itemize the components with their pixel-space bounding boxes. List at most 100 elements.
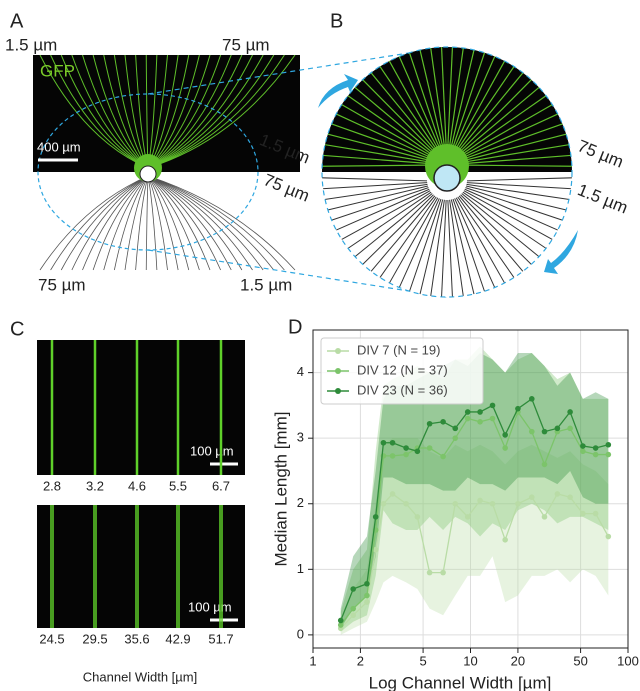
zoom-line: [147, 249, 448, 298]
data-point: [605, 441, 612, 448]
data-point: [477, 418, 483, 425]
data-point: [440, 569, 446, 576]
channel: [331, 188, 430, 233]
data-point: [580, 443, 586, 449]
data-point: [380, 500, 387, 507]
data-point: [426, 445, 433, 451]
channel-width: 2.8: [43, 478, 61, 493]
data-point: [440, 418, 446, 425]
channel: [337, 190, 431, 243]
data-point: [372, 514, 379, 520]
panel-c-top-image: [37, 340, 245, 475]
channel: [103, 175, 149, 271]
y-axis-label: Median Length [mm]: [271, 412, 290, 567]
data-point: [464, 409, 471, 415]
channel: [322, 183, 428, 201]
x-tick-label: 50: [573, 653, 587, 668]
data-point: [389, 491, 396, 497]
channel: [113, 175, 149, 271]
channel: [147, 175, 200, 271]
channel: [322, 182, 428, 190]
width-label: 1.5 µm: [5, 35, 57, 54]
channel: [450, 199, 476, 297]
channel: [464, 188, 563, 233]
y-tick-label: 0: [297, 626, 304, 641]
channel: [464, 111, 563, 158]
channel: [82, 175, 149, 271]
data-point: [389, 453, 396, 459]
data-point: [528, 396, 535, 402]
channel: [337, 101, 431, 156]
channel-width: 5.5: [169, 478, 187, 493]
data-point: [337, 622, 344, 628]
legend-label: DIV 12 (N = 37): [357, 362, 448, 377]
channel: [147, 175, 285, 271]
y-tick-label: 1: [297, 561, 304, 576]
channel: [465, 185, 572, 212]
data-point: [364, 592, 370, 599]
channel: [376, 62, 437, 150]
x-tick-label: 5: [419, 653, 426, 668]
channel: [358, 194, 434, 269]
channel: [147, 175, 221, 271]
channel: [147, 175, 190, 271]
channel: [326, 121, 429, 159]
channel: [465, 132, 572, 161]
channel: [457, 62, 518, 150]
data-point: [592, 445, 599, 451]
x-tick-label: 2: [357, 653, 364, 668]
channel-width: 51.7: [208, 631, 233, 646]
data-point: [414, 448, 421, 455]
channel: [147, 175, 275, 271]
data-point: [350, 586, 357, 592]
channel: [461, 83, 544, 153]
channel: [418, 199, 444, 297]
data-point: [452, 425, 459, 432]
channel: [466, 164, 572, 167]
data-point: [528, 428, 535, 435]
channel: [460, 75, 536, 152]
x-axis-label: Log Channel Width [µm]: [369, 673, 552, 691]
data-point: [605, 533, 612, 540]
channel: [39, 55, 149, 169]
channel: [147, 175, 296, 271]
channel: [452, 47, 487, 148]
data-point: [364, 580, 370, 587]
channel: [466, 183, 572, 201]
channel: [429, 199, 445, 297]
legend-marker: [335, 388, 341, 394]
width-label: 75 µm: [222, 35, 270, 54]
channel: [350, 193, 433, 261]
data-point: [414, 514, 421, 520]
data-point: [502, 537, 508, 543]
channel: [440, 47, 447, 147]
channel: [322, 177, 428, 182]
data-point: [477, 497, 483, 504]
data-point: [541, 461, 548, 468]
y-tick-label: 2: [297, 495, 304, 510]
channel: [466, 182, 572, 190]
well: [433, 164, 461, 192]
channel: [147, 55, 264, 169]
scale-bar-label: 400 µm: [37, 139, 81, 154]
zoom-circle: [321, 46, 573, 298]
data-point: [489, 415, 496, 422]
width-label: 1.5 µm: [575, 180, 631, 217]
channel: [124, 175, 149, 271]
channel-width: 35.6: [124, 631, 149, 646]
channel: [147, 175, 243, 271]
width-label: 75 µm: [261, 170, 312, 205]
channel: [466, 154, 572, 164]
data-point: [337, 617, 344, 624]
channel: [454, 198, 498, 293]
channel: [449, 199, 465, 297]
channel: [447, 47, 454, 147]
channel: [465, 121, 568, 159]
legend-box: [320, 337, 484, 405]
panel-label: B: [330, 10, 343, 32]
panel-b-channels: [322, 47, 572, 297]
channel: [322, 164, 428, 167]
channel: [147, 55, 285, 169]
channel: [466, 177, 572, 182]
